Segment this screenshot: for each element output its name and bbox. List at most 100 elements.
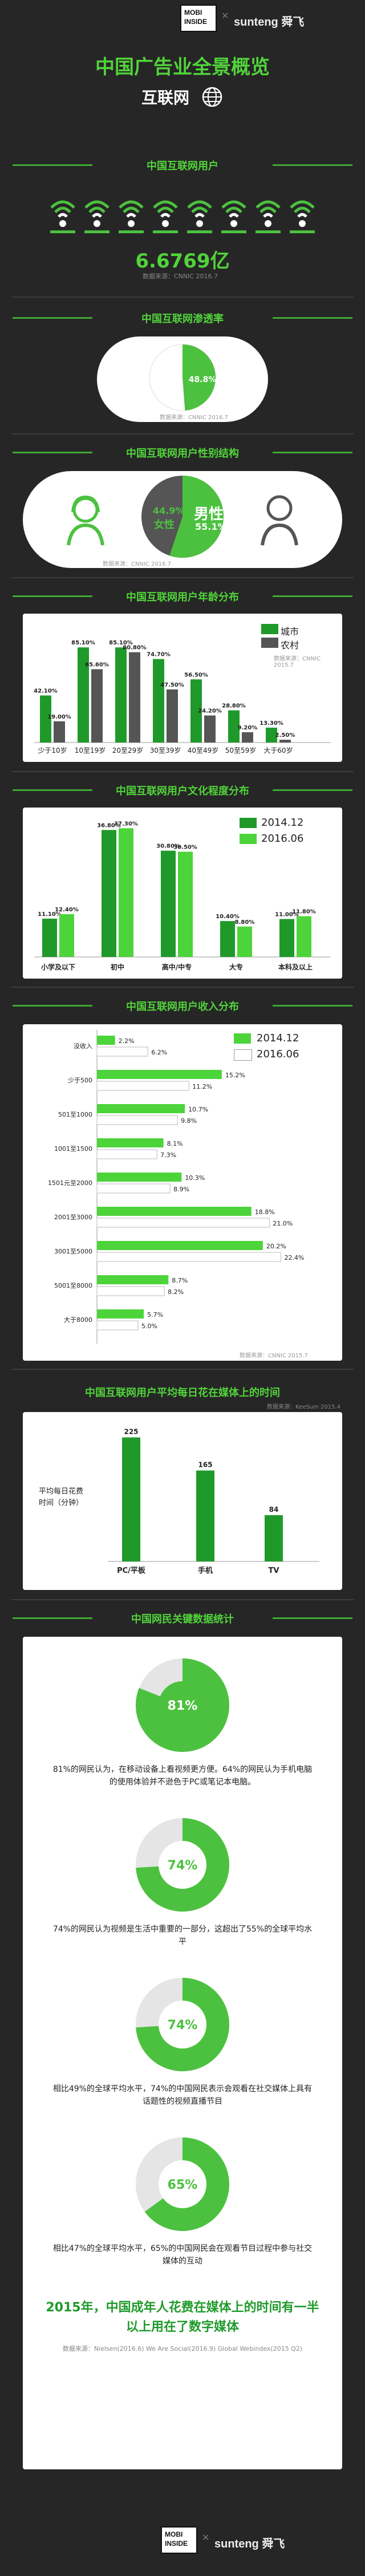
bar-2014.12: [97, 1309, 144, 1319]
bar-rural: [167, 689, 178, 743]
wifi-icon: [221, 202, 246, 233]
gender-chart: [23, 471, 342, 568]
tick-label: 501至1000: [58, 1111, 92, 1118]
legend-label-2016: 2016.06: [261, 833, 303, 845]
bar-2014.12: [97, 1138, 164, 1147]
bar-rural: [54, 721, 65, 743]
data-label: 47.50%: [160, 682, 184, 688]
section-rule-right: [273, 452, 352, 453]
tick-label: 5001至8000: [54, 1282, 92, 1289]
stat-text: 相比47%的全球平均水平，65%的中国网民会在观看节目过程中参与社交媒体的互动: [51, 2242, 314, 2267]
tick-label: 大专: [229, 963, 243, 971]
tick-label: 少于500: [68, 1077, 92, 1084]
data-label: 28.80%: [222, 703, 246, 709]
wifi-arc: [298, 214, 306, 217]
wifi-arc: [230, 214, 238, 217]
data-label: 15.2%: [225, 1072, 245, 1079]
tick-label: 大于8000: [64, 1316, 92, 1324]
stats-conclusion: 2015年，中国成年人花费在媒体上的时间有一半以上用在了数字媒体: [46, 2298, 319, 2337]
bar-2014.12: [97, 1173, 181, 1182]
section-rule-right: [273, 789, 352, 791]
data-label: 8.9%: [173, 1186, 189, 1193]
wifi-icon: [119, 202, 144, 233]
tick-label: PC/平板: [117, 1566, 146, 1575]
data-label: 11.80%: [292, 909, 316, 915]
bar-rural: [242, 732, 253, 743]
stat-donut: 65%: [131, 2133, 234, 2236]
wifi-base: [153, 230, 178, 233]
bar-2016.06: [297, 916, 311, 957]
bar-2014.12: [97, 1104, 185, 1113]
legend-label-2014: 2014.12: [261, 817, 303, 829]
bar-2016.06: [97, 1287, 164, 1296]
data-label: 20.2%: [266, 1243, 286, 1250]
penetration-card: 48.8% 数据来源：CNNIC 2016.7: [97, 336, 268, 422]
bar-rural: [279, 740, 291, 743]
data-label: 5.0%: [141, 1323, 157, 1330]
data-label: 8.80%: [235, 919, 255, 926]
tick-label: 2001至3000: [54, 1214, 92, 1221]
wifi-arc: [261, 208, 275, 212]
bar-rural: [204, 716, 216, 743]
stat-value: 65%: [168, 2178, 198, 2192]
bar-2016.06: [97, 1081, 189, 1090]
wifi-arc: [196, 214, 204, 217]
tick-label: 1501元至2000: [48, 1179, 92, 1187]
wifi-dot: [128, 220, 135, 227]
section-divider: [11, 577, 354, 578]
data-label: 6.2%: [151, 1049, 167, 1056]
section-label-internet: 互联网: [141, 86, 223, 111]
stat-donut: 74%: [131, 1814, 234, 1916]
tick-label: TV: [269, 1567, 279, 1575]
data-label: 85.10%: [71, 640, 95, 646]
male-pct: 55.1%: [195, 521, 227, 532]
data-label: 8.2%: [168, 1288, 184, 1296]
data-label: 37.30%: [114, 821, 138, 827]
bar-2014.12: [220, 921, 235, 957]
tick-label: 少于10岁: [38, 746, 67, 754]
tick-label: 40至49岁: [188, 746, 219, 754]
bar-rural: [129, 652, 140, 743]
wifi-icon: [84, 202, 110, 233]
stat-donut: 74%: [131, 1973, 234, 2076]
section-divider: [11, 771, 354, 772]
income-chart: 没收入 2.2% 6.2% 少于500 15.2% 11.2% 501至1000 10.7% 9…: [23, 1024, 342, 1361]
wifi-arc: [226, 208, 241, 212]
penetration-value: 48.8%: [189, 375, 217, 384]
wifi-arc: [127, 214, 135, 217]
tick-label: 没收入: [74, 1042, 92, 1050]
data-label: 80.80%: [123, 645, 147, 651]
wifi-base: [221, 230, 246, 233]
wifi-arc: [59, 214, 67, 217]
section-divider: [11, 1369, 354, 1370]
bar-2014.12: [161, 851, 176, 957]
wifi-dot: [230, 220, 237, 227]
footer-logo-divider: ✕: [202, 2532, 209, 2543]
male-avatar-icon: [262, 497, 297, 545]
wifi-arc: [124, 208, 139, 212]
age-source: 数据来源：CNNIC 2015.7: [274, 654, 342, 668]
legend-swatch-rural: [261, 638, 278, 648]
tick-label: 本科及以上: [278, 963, 313, 971]
wifi-icon: [153, 202, 178, 233]
wifi-arc: [264, 214, 272, 217]
wifi-base: [290, 230, 315, 233]
data-label: 2.50%: [275, 732, 295, 739]
bar-2016.06: [97, 1150, 157, 1159]
section-divider: [11, 297, 354, 298]
data-label: 11.2%: [192, 1083, 212, 1090]
wifi-dot: [299, 220, 306, 227]
stats-source: 数据来源：Nielsen(2016.6) We Are Social(2016.…: [34, 2344, 331, 2353]
wifi-base: [84, 230, 110, 233]
data-label: 8.7%: [172, 1277, 188, 1284]
data-label: 5.7%: [147, 1311, 163, 1319]
tick-label: 高中/中专: [162, 963, 192, 971]
bar-2014.12: [97, 1207, 252, 1216]
wifi-arc: [90, 208, 104, 212]
bar-2014.12: [97, 1036, 115, 1045]
bar-2014.12: [97, 1275, 168, 1284]
wifi-base: [119, 230, 144, 233]
wifi-base: [256, 230, 281, 233]
section-title-media-time: 中国互联网用户平均每日花在媒体上的时间: [0, 1385, 365, 1399]
data-label: 8.1%: [167, 1140, 183, 1147]
